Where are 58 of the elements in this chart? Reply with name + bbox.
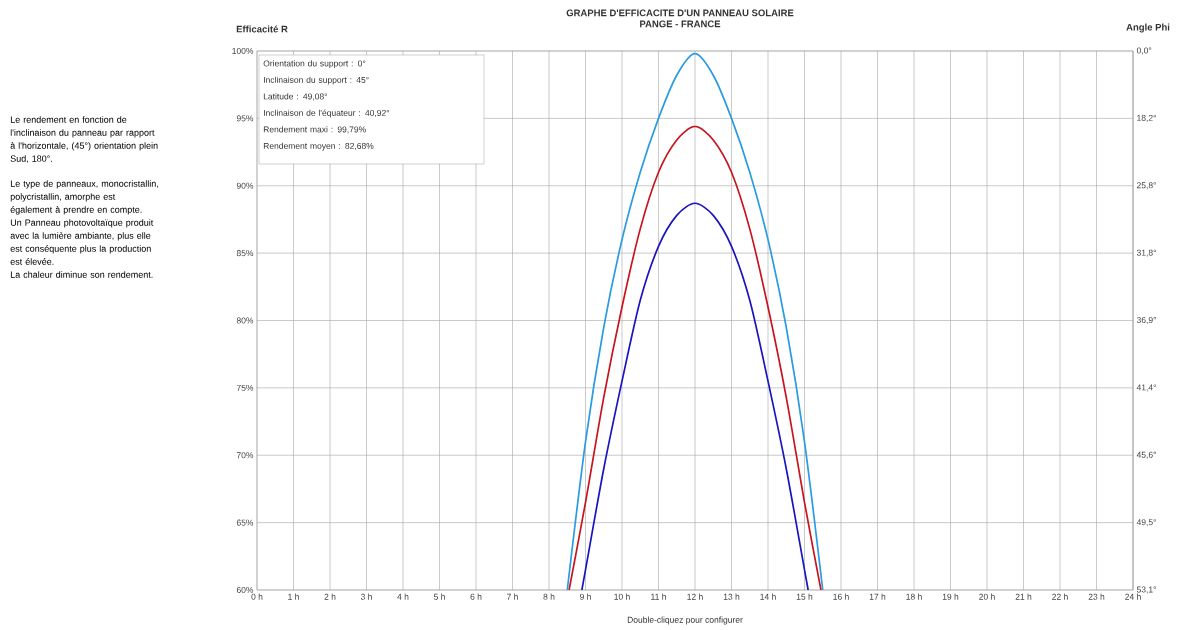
category-label: 45,6° [1136, 451, 1156, 459]
category-label: 36,9° [1136, 317, 1156, 325]
x-tick-label: 19 h [942, 593, 959, 600]
x-tick-label: 6 h [470, 593, 482, 600]
y-tick-label: 80% [236, 317, 254, 324]
x-tick-label: 8 h [543, 593, 555, 600]
y-tick-label: 75% [236, 384, 254, 391]
category-label: 53,1° [1136, 586, 1156, 594]
annotation: Orientation du support : 0° [263, 60, 366, 69]
chart-subtitle: PANGE - FRANCE [640, 20, 721, 28]
annotation: Latitude : 49,08° [263, 93, 328, 101]
x-tick-label: 22 h [1052, 593, 1068, 600]
x-tick-label: 20 h [979, 593, 995, 600]
category-label: 25,8° [1136, 182, 1156, 190]
x-tick-label: 16 h [833, 593, 849, 600]
y-tick-label: 100% [232, 48, 254, 55]
annotation: Inclinaison du support : 45° [263, 76, 369, 85]
y-tick-label: 95% [236, 115, 254, 122]
y-tick-label: 70% [236, 452, 254, 459]
x-tick-label: 4 h [397, 593, 409, 600]
x-tick-label: 11 h [651, 593, 666, 600]
text: Le type de panneaux, monocristallin, polycristallin, amorphe est également à prendre en compte. Un Panneau photovoltaïque produit avec la lumière ambiante, plus elle est conséquente plus la production est élevée. [10, 180, 158, 265]
x-tick-label: 23 h [1088, 593, 1105, 600]
category-label: 18,2° [1137, 114, 1156, 122]
x-tick-label: 1 h [288, 593, 299, 600]
x-tick-label: 17 h [869, 593, 886, 600]
x-tick-label: 15 h [796, 593, 813, 600]
annotation: Inclinaison de l'équateur : 40,92° [263, 109, 390, 118]
text: Le rendement en fonction de l'inclinaison du panneau par rapport à l'horizontale, (45°) orientation plein Sud, 180°. [10, 116, 158, 163]
x-tick-label: 12 h [687, 593, 703, 600]
x-tick-label: 10 h [614, 593, 630, 600]
y2-axis-title: Angle Phi [1126, 23, 1170, 33]
x-axis-title: Double-cliquez pour configurer [627, 616, 743, 625]
y-tick-label: 85% [236, 250, 254, 257]
category-label: 49,5° [1136, 519, 1156, 527]
y-tick-label: 60% [236, 587, 254, 593]
chart-title: GRAPHE D'EFFICACITE D'UN PANNEAU SOLAIRE [566, 9, 794, 17]
category-label: 31,8° [1136, 249, 1156, 257]
category-label: 0,0° [1136, 47, 1152, 55]
x-tick-label: 24 h [1125, 593, 1141, 600]
y-tick-label: 65% [236, 519, 254, 526]
x-tick-label: 21 h [1015, 593, 1032, 600]
text: La chaleur diminue son rendement. [10, 271, 153, 278]
x-tick-label: 5 h [433, 593, 445, 600]
y-tick-label: 90% [236, 182, 254, 189]
x-tick-label: 9 h [579, 593, 591, 600]
x-tick-label: 7 h [507, 593, 518, 600]
y-axis-title: Efficacité R [236, 25, 288, 33]
x-tick-label: 2 h [324, 593, 336, 600]
x-tick-label: 18 h [906, 593, 922, 600]
category-label: 41,4° [1136, 384, 1156, 392]
x-tick-label: 14 h [760, 593, 776, 600]
x-tick-label: 0 h [251, 593, 263, 600]
annotation: Rendement maxi : 99,79% [263, 126, 366, 134]
line-series [581, 202, 810, 590]
x-tick-label: 13 h [723, 593, 740, 600]
annotation: Rendement moyen : 82,68% [263, 142, 374, 151]
x-tick-label: 3 h [360, 593, 372, 600]
